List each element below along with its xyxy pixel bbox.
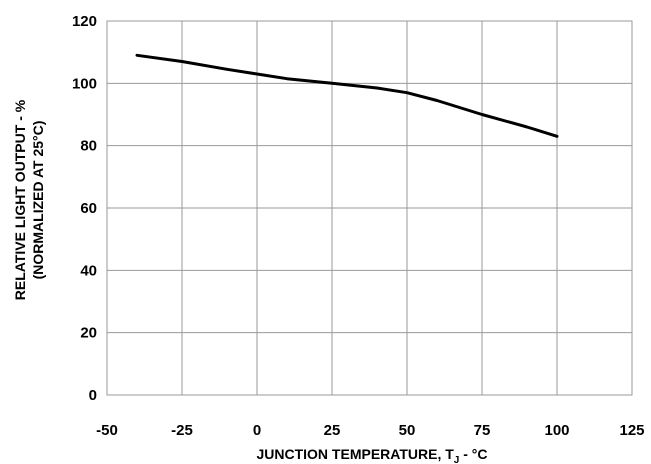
x-tick-label: 75 bbox=[474, 422, 491, 439]
series-lines bbox=[135, 53, 559, 138]
y-axis-label-line1: RELATIVE LIGHT OUTPUT - % bbox=[12, 99, 28, 300]
x-tick-label: -50 bbox=[96, 422, 118, 439]
y-tick-label: 40 bbox=[80, 262, 97, 279]
x-tick-label: -25 bbox=[171, 422, 193, 439]
x-axis-label-main: JUNCTION TEMPERATURE, T bbox=[256, 446, 454, 462]
y-tick-label: 80 bbox=[80, 138, 97, 155]
x-axis-label-unit: - °C bbox=[459, 446, 487, 462]
x-tick-label: 50 bbox=[399, 422, 416, 439]
x-tick-label: 100 bbox=[544, 422, 569, 439]
x-tick-label: 0 bbox=[253, 422, 261, 439]
grid-lines bbox=[106, 20, 633, 396]
y-tick-labels: 0 20 40 60 80 100 120 bbox=[72, 13, 97, 404]
y-tick-label: 60 bbox=[80, 200, 97, 217]
y-tick-label: 120 bbox=[72, 13, 97, 30]
x-axis-label: JUNCTION TEMPERATURE, TJ - °C bbox=[256, 446, 487, 464]
plot-area bbox=[106, 20, 633, 396]
x-tick-label: 125 bbox=[619, 422, 644, 439]
y-tick-label: 20 bbox=[80, 325, 97, 342]
series-line bbox=[135, 53, 559, 138]
x-tick-label: 25 bbox=[324, 422, 341, 439]
x-axis-label-subscript: J bbox=[454, 455, 460, 464]
y-tick-label: 0 bbox=[89, 387, 97, 404]
y-axis-label-line2: (NORMALIZED AT 25°C) bbox=[30, 121, 46, 280]
x-tick-labels: -50 -25 0 25 50 75 100 125 bbox=[96, 422, 644, 439]
y-tick-label: 100 bbox=[72, 75, 97, 92]
